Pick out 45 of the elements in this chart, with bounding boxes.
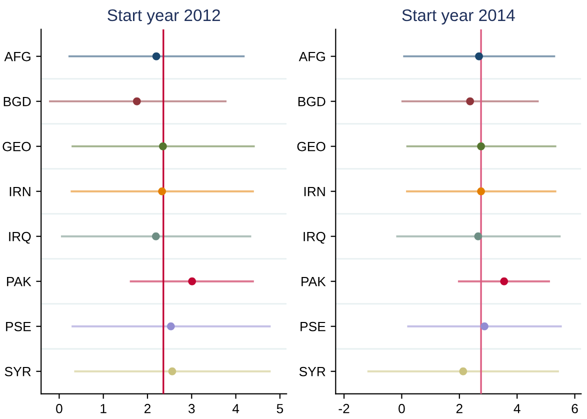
point [188,277,196,286]
point [477,187,485,196]
y-tick-label: PAK [302,277,326,286]
x-tick-label: 4 [514,404,520,414]
x-tick-label: 6 [572,404,578,414]
x-tick-label: 2 [144,404,150,414]
point [168,367,176,376]
point [152,52,160,60]
point [459,367,468,376]
y-tick-label: GEO [2,142,31,152]
y-tick-label: GEO [297,142,326,152]
y-tick-label: PAK [7,277,32,286]
point [132,97,141,106]
y-tick-label: AFG [298,52,325,62]
point [166,322,175,330]
chart-title: Start year 2014 [402,9,515,24]
y-tick-label: IRN [10,187,30,196]
point [474,232,482,240]
point [152,232,160,240]
point [500,277,508,286]
x-tick-label: 3 [188,404,195,414]
x-tick-label: 2 [456,404,462,414]
x-tick-label: 0 [56,404,62,414]
y-tick-label: IRQ [304,232,326,244]
y-tick-label: BGD [298,96,326,106]
y-tick-label: AFG [4,52,30,62]
x-tick-label: -2 [338,404,350,414]
y-tick-label: IRQ [9,232,31,244]
y-tick-label: IRN [304,187,325,196]
y-tick-label: SYR [299,366,326,376]
chart-title: Start year 2012 [108,9,220,24]
point [475,52,483,60]
x-tick-label: 4 [232,404,240,414]
point [480,322,488,330]
x-tick-label: 1 [100,404,106,414]
y-tick-label: PSE [300,322,326,332]
x-tick-label: 0 [398,404,405,414]
point [477,142,485,150]
y-tick-label: PSE [6,322,31,332]
point [158,187,166,196]
x-tick-label: 5 [276,404,284,414]
y-tick-label: SYR [4,366,31,376]
point [466,97,474,106]
y-tick-label: BGD [4,96,31,106]
point [159,142,167,150]
